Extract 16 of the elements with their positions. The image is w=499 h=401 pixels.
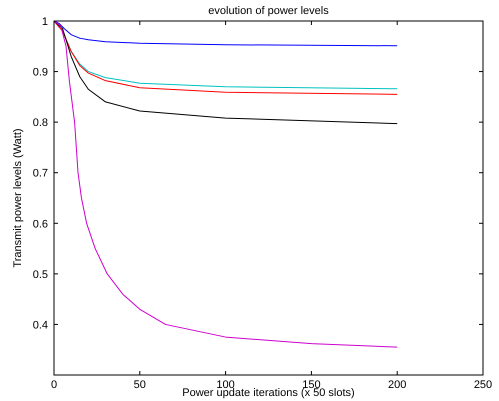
x-tick-label: 200: [388, 379, 406, 391]
chart-title: evolution of power levels: [208, 5, 330, 17]
y-tick-label: 0.7: [32, 168, 48, 180]
x-tick-label: 250: [474, 379, 492, 391]
line-series: [54, 20, 398, 46]
y-tick-label: 0.4: [32, 319, 48, 332]
y-tick-label: 0.5: [32, 268, 48, 281]
x-tick-label: 0: [50, 379, 58, 391]
line-series: [54, 20, 398, 348]
y-tick-label: 0.8: [32, 117, 48, 130]
y-tick-label: 0.6: [32, 218, 48, 230]
y-axis-title: Transmit power levels (Watt): [12, 128, 24, 268]
y-tick-label: 1: [42, 16, 48, 28]
y-tick-label: 0.9: [32, 66, 48, 79]
x-tick-label: 50: [134, 379, 146, 391]
x-axis-title: Power update iterations (x 50 slots): [182, 387, 355, 399]
